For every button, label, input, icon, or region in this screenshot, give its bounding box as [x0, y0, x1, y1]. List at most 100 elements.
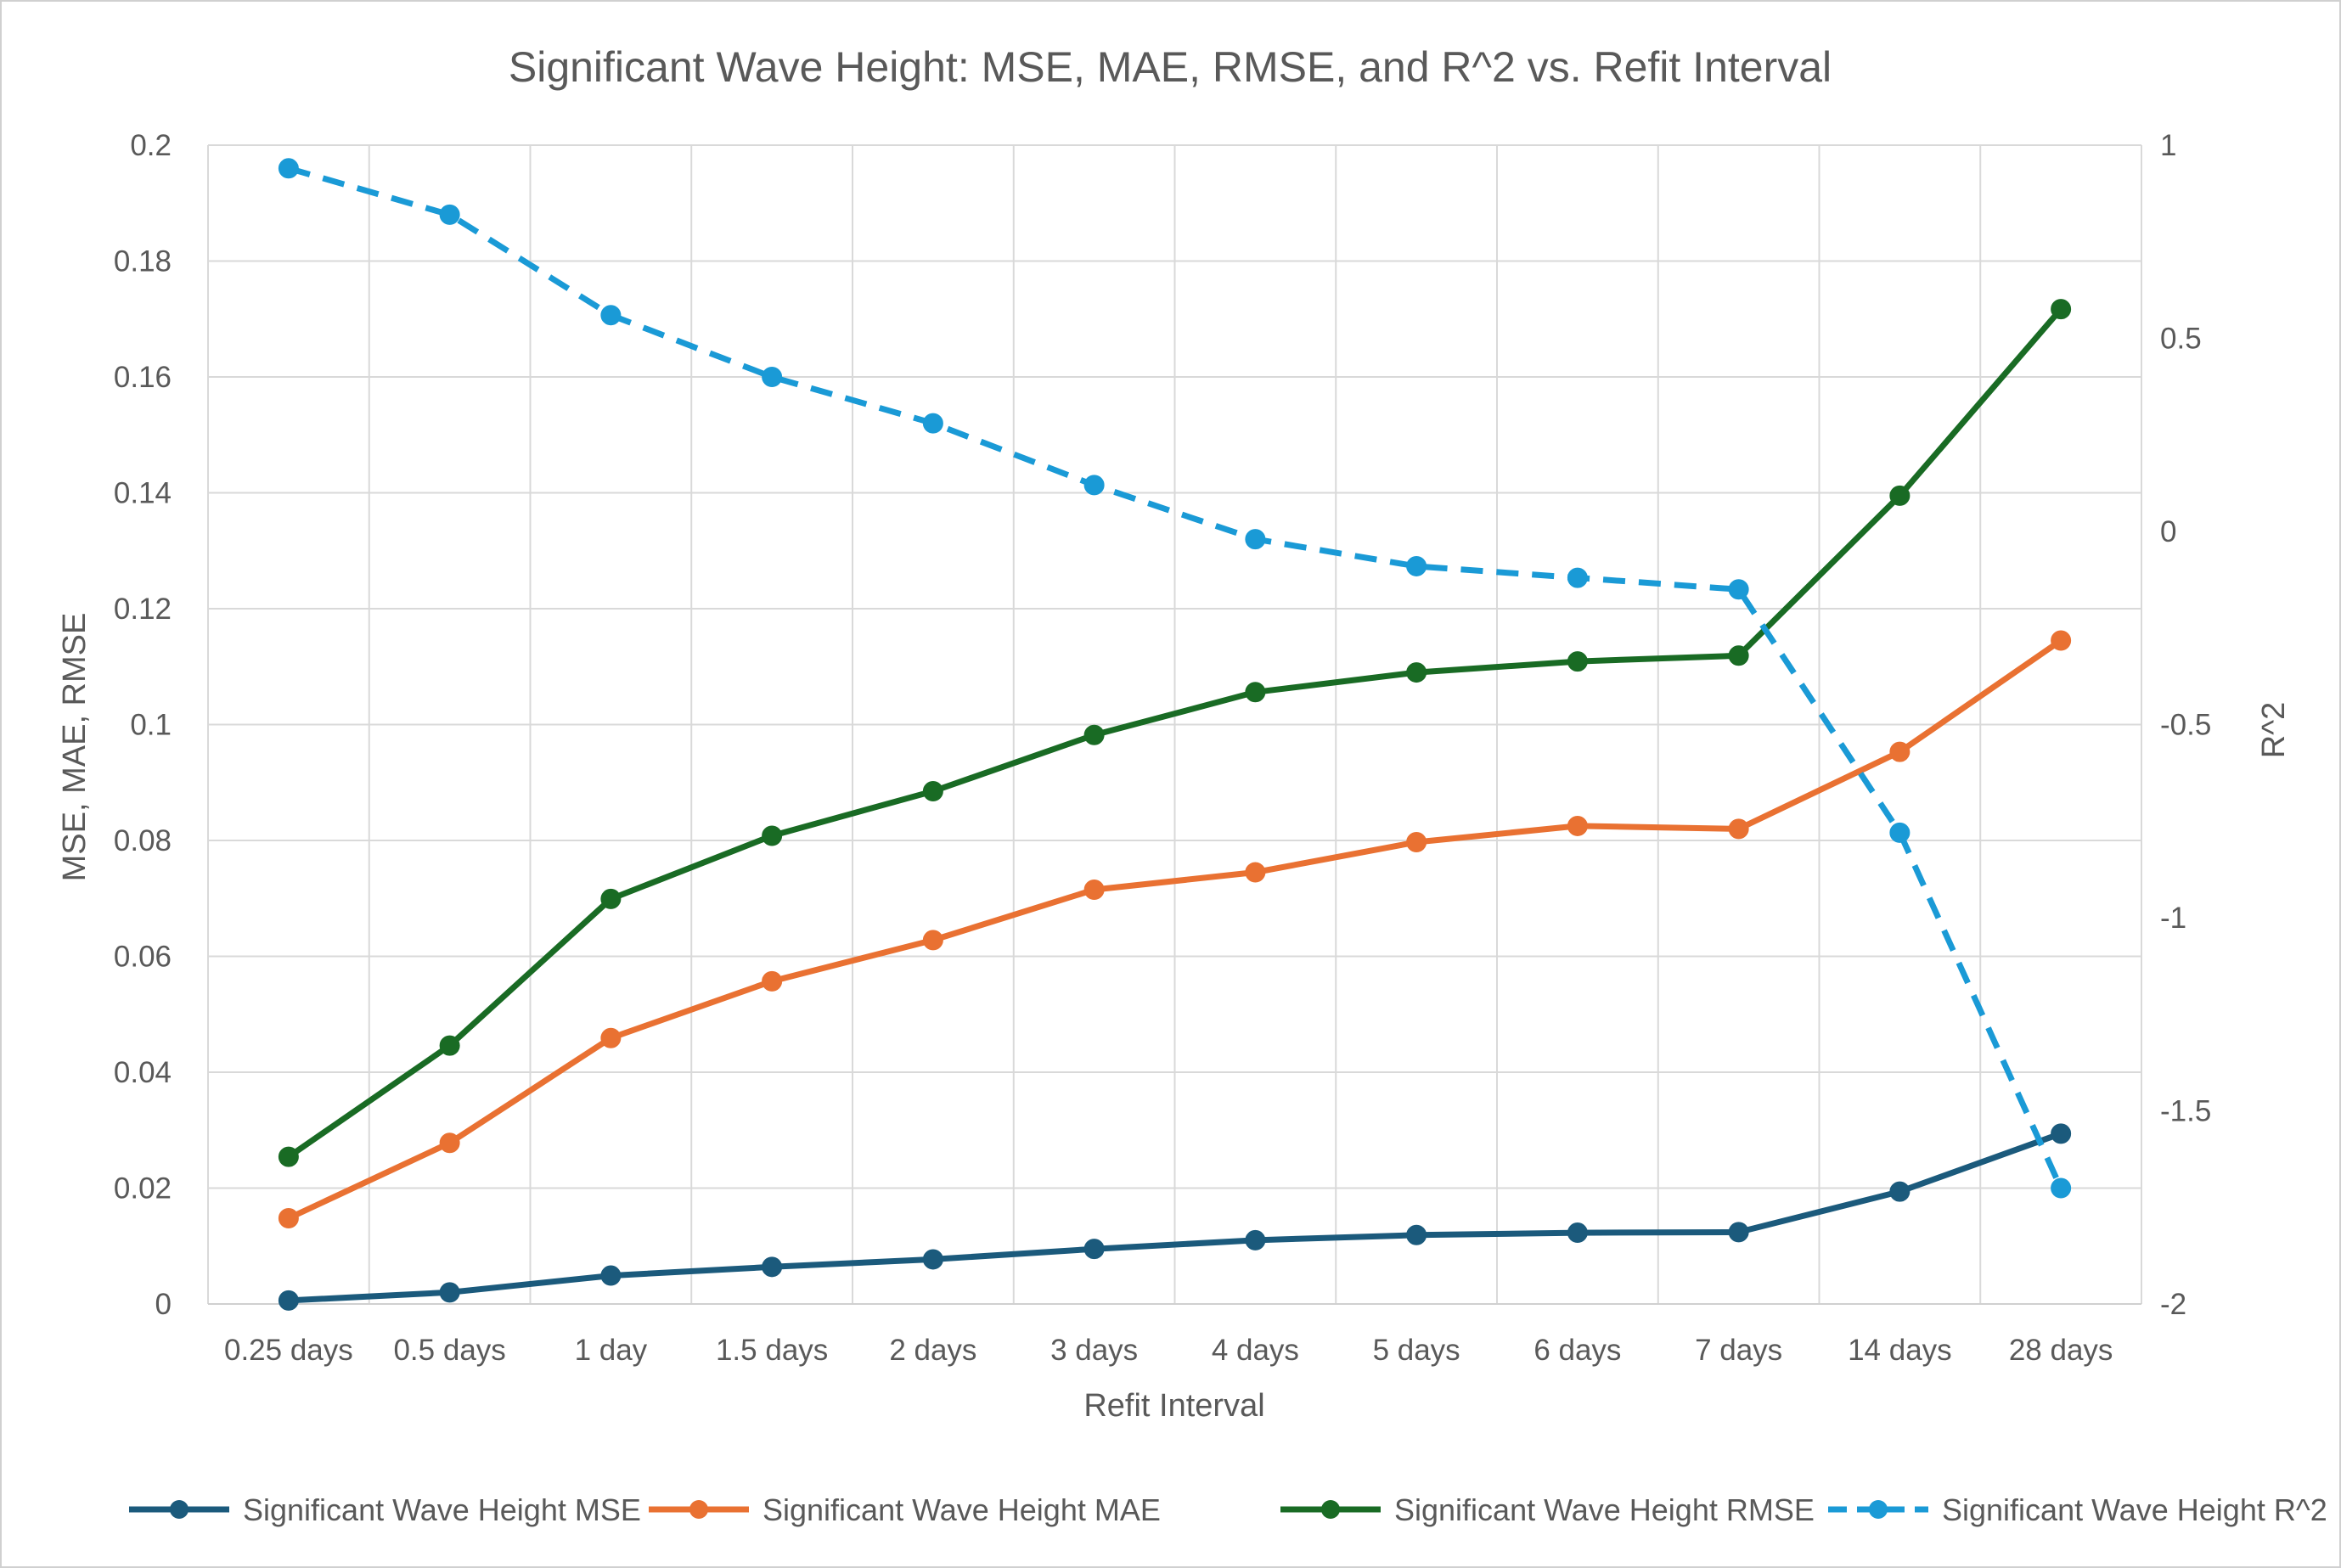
data-point — [2051, 1177, 2072, 1199]
y-tick-label: 0.1 — [130, 709, 172, 742]
data-point — [762, 1256, 783, 1278]
x-axis-ticks: 0.25 days 0.5 days 1 day 1.5 days 2 days 3 da… — [224, 1334, 2113, 1367]
data-point — [278, 158, 299, 179]
legend-marker — [689, 1500, 708, 1519]
data-point — [2051, 1123, 2072, 1144]
data-point — [1567, 567, 1588, 588]
y-tick-label: 0.08 — [114, 824, 172, 857]
data-point — [439, 1282, 460, 1303]
series-1 — [278, 1123, 2072, 1311]
y-tick-label: 0.16 — [114, 361, 172, 394]
y-tick-label: 0.2 — [130, 129, 172, 162]
legend-entry: Significant Wave Height MSE — [129, 1492, 641, 1527]
data-point — [1406, 662, 1427, 683]
data-point — [1728, 579, 1749, 600]
data-point — [922, 780, 943, 801]
data-point — [1406, 1224, 1427, 1245]
x-tick-label: 4 days — [1212, 1334, 1299, 1367]
plot-series — [278, 158, 2072, 1311]
series-line — [287, 165, 2064, 1189]
legend-marker — [1869, 1500, 1888, 1519]
gridlines — [207, 144, 2142, 1304]
legend-entry: Significant Wave Height R^2 — [1828, 1492, 2327, 1527]
y-axis-ticks: 0 0.02 0.04 0.06 0.08 0.1 0.12 0.14 0.16 0.18 0.2 — [114, 129, 172, 1321]
x-tick-label: 0.25 days — [224, 1334, 353, 1367]
legend-label: Significant Wave Height MSE — [243, 1492, 641, 1527]
data-point — [1245, 862, 1266, 883]
series-2 — [278, 630, 2072, 1228]
x-tick-label: 28 days — [2009, 1334, 2113, 1367]
data-point — [1889, 741, 1911, 762]
data-point — [278, 1146, 299, 1167]
data-point — [600, 1027, 622, 1048]
data-point — [1889, 822, 1911, 843]
data-point — [1889, 1181, 1911, 1202]
data-point — [1083, 475, 1105, 496]
y2-axis-title: R^2 — [2256, 702, 2292, 758]
y2-tick-label: -2 — [2160, 1288, 2186, 1321]
x-tick-label: 2 days — [889, 1334, 976, 1367]
y-tick-label: 0.06 — [114, 941, 172, 974]
y2-tick-label: 0 — [2160, 515, 2176, 548]
y2-axis-ticks: -2 -1.5 -1 -0.5 0 0.5 1 — [2160, 129, 2211, 1321]
x-tick-label: 5 days — [1373, 1334, 1460, 1367]
x-tick-label: 14 days — [1848, 1334, 1952, 1367]
x-tick-label: 7 days — [1695, 1334, 1782, 1367]
series-line — [285, 638, 2064, 1222]
legend-marker — [1321, 1500, 1340, 1519]
data-point — [1728, 818, 1749, 840]
data-point — [1567, 651, 1588, 672]
data-point — [439, 1035, 460, 1056]
x-tick-label: 0.5 days — [393, 1334, 505, 1367]
y2-tick-label: -0.5 — [2160, 709, 2211, 742]
x-tick-label: 1.5 days — [716, 1334, 828, 1367]
data-point — [1567, 815, 1588, 836]
x-tick-label: 6 days — [1533, 1334, 1621, 1367]
x-axis-title: Refit Interval — [1083, 1388, 1264, 1424]
data-point — [922, 1249, 943, 1270]
y-tick-label: 0.02 — [114, 1172, 172, 1206]
y-tick-label: 0.18 — [114, 245, 172, 278]
y2-tick-label: -1 — [2160, 902, 2186, 935]
legend: Significant Wave Height MSE Significant W… — [129, 1492, 2327, 1527]
y-tick-label: 0.14 — [114, 477, 172, 510]
y2-tick-label: 1 — [2160, 129, 2176, 162]
legend-entry: Significant Wave Height RMSE — [1280, 1492, 1815, 1527]
data-point — [1728, 1222, 1749, 1243]
data-point — [1245, 529, 1266, 550]
data-point — [1889, 485, 1911, 506]
data-point — [1083, 1239, 1105, 1260]
y-tick-label: 0.04 — [114, 1056, 172, 1089]
data-point — [1245, 682, 1266, 703]
data-point — [762, 825, 783, 846]
y-axis-title: MSE, MAE, RMSE — [57, 613, 93, 882]
data-point — [2051, 299, 2072, 320]
data-point — [2051, 630, 2072, 651]
legend-label: Significant Wave Height R^2 — [1942, 1492, 2327, 1527]
data-point — [278, 1290, 299, 1311]
data-point — [1083, 724, 1105, 745]
data-point — [922, 930, 943, 951]
x-tick-label: 3 days — [1050, 1334, 1138, 1367]
data-point — [1406, 832, 1427, 853]
data-point — [1245, 1229, 1266, 1250]
data-point — [600, 888, 622, 909]
data-point — [922, 413, 943, 434]
data-point — [278, 1207, 299, 1228]
data-point — [1567, 1222, 1588, 1244]
data-point — [1083, 880, 1105, 901]
x-tick-label: 1 day — [575, 1334, 648, 1367]
legend-label: Significant Wave Height MAE — [763, 1492, 1161, 1527]
y-tick-label: 0 — [155, 1288, 172, 1321]
data-point — [439, 204, 460, 225]
y2-tick-label: 0.5 — [2160, 323, 2202, 356]
legend-entry: Significant Wave Height MAE — [649, 1492, 1161, 1527]
series-line — [285, 1130, 2064, 1304]
data-point — [1406, 555, 1427, 576]
legend-label: Significant Wave Height RMSE — [1394, 1492, 1815, 1527]
y2-tick-label: -1.5 — [2160, 1095, 2211, 1128]
data-point — [762, 970, 783, 992]
series-4 — [278, 158, 2072, 1199]
data-point — [762, 367, 783, 387]
